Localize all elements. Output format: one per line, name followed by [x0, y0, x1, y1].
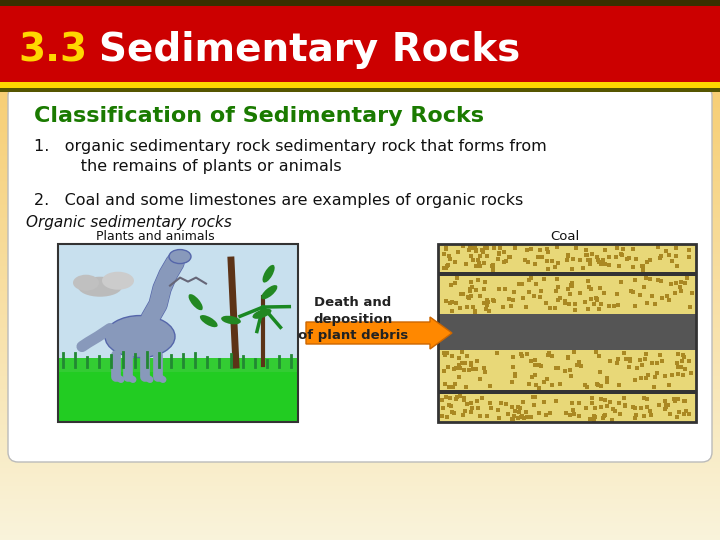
Bar	[438, 272, 696, 276]
Bar	[438, 390, 696, 394]
Text: deposition: deposition	[313, 313, 392, 326]
Bar	[0, 0, 720, 84]
Ellipse shape	[263, 265, 274, 282]
Ellipse shape	[221, 316, 241, 325]
Ellipse shape	[200, 315, 217, 327]
Ellipse shape	[253, 309, 271, 319]
Bar	[0, 88, 720, 92]
Ellipse shape	[169, 249, 191, 264]
Bar	[438, 350, 696, 390]
Bar	[58, 358, 298, 372]
Text: 2.   Coal and some limestones are examples of organic rocks: 2. Coal and some limestones are examples…	[34, 192, 523, 207]
Bar	[438, 276, 696, 314]
Ellipse shape	[105, 315, 175, 357]
Bar	[0, 0, 720, 6]
Text: Classification of Sedimentary Rocks: Classification of Sedimentary Rocks	[34, 106, 484, 126]
FancyBboxPatch shape	[8, 86, 712, 462]
Bar	[58, 244, 298, 365]
Text: Coal: Coal	[550, 231, 580, 244]
Ellipse shape	[261, 285, 277, 299]
Ellipse shape	[73, 275, 99, 291]
Text: Organic sedimentary rocks: Organic sedimentary rocks	[26, 214, 232, 230]
Text: the remains of plants or animals: the remains of plants or animals	[50, 159, 341, 173]
Bar	[58, 244, 298, 422]
Bar	[438, 244, 696, 272]
Bar	[58, 365, 298, 422]
Text: Death and: Death and	[315, 296, 392, 309]
Text: of plant debris: of plant debris	[298, 328, 408, 341]
Bar	[438, 314, 696, 350]
Ellipse shape	[78, 276, 122, 296]
Text: Plants and animals: Plants and animals	[96, 231, 215, 244]
Ellipse shape	[102, 272, 134, 290]
Bar	[0, 82, 720, 88]
Bar	[438, 394, 696, 422]
Text: 1.   organic sedimentary rock sedimentary rock that forms from: 1. organic sedimentary rock sedimentary …	[34, 139, 546, 154]
Ellipse shape	[189, 294, 203, 310]
FancyArrow shape	[306, 317, 452, 349]
Bar	[438, 244, 696, 422]
Text: Sedimentary Rocks: Sedimentary Rocks	[72, 31, 521, 69]
Text: 3.3: 3.3	[18, 31, 87, 69]
